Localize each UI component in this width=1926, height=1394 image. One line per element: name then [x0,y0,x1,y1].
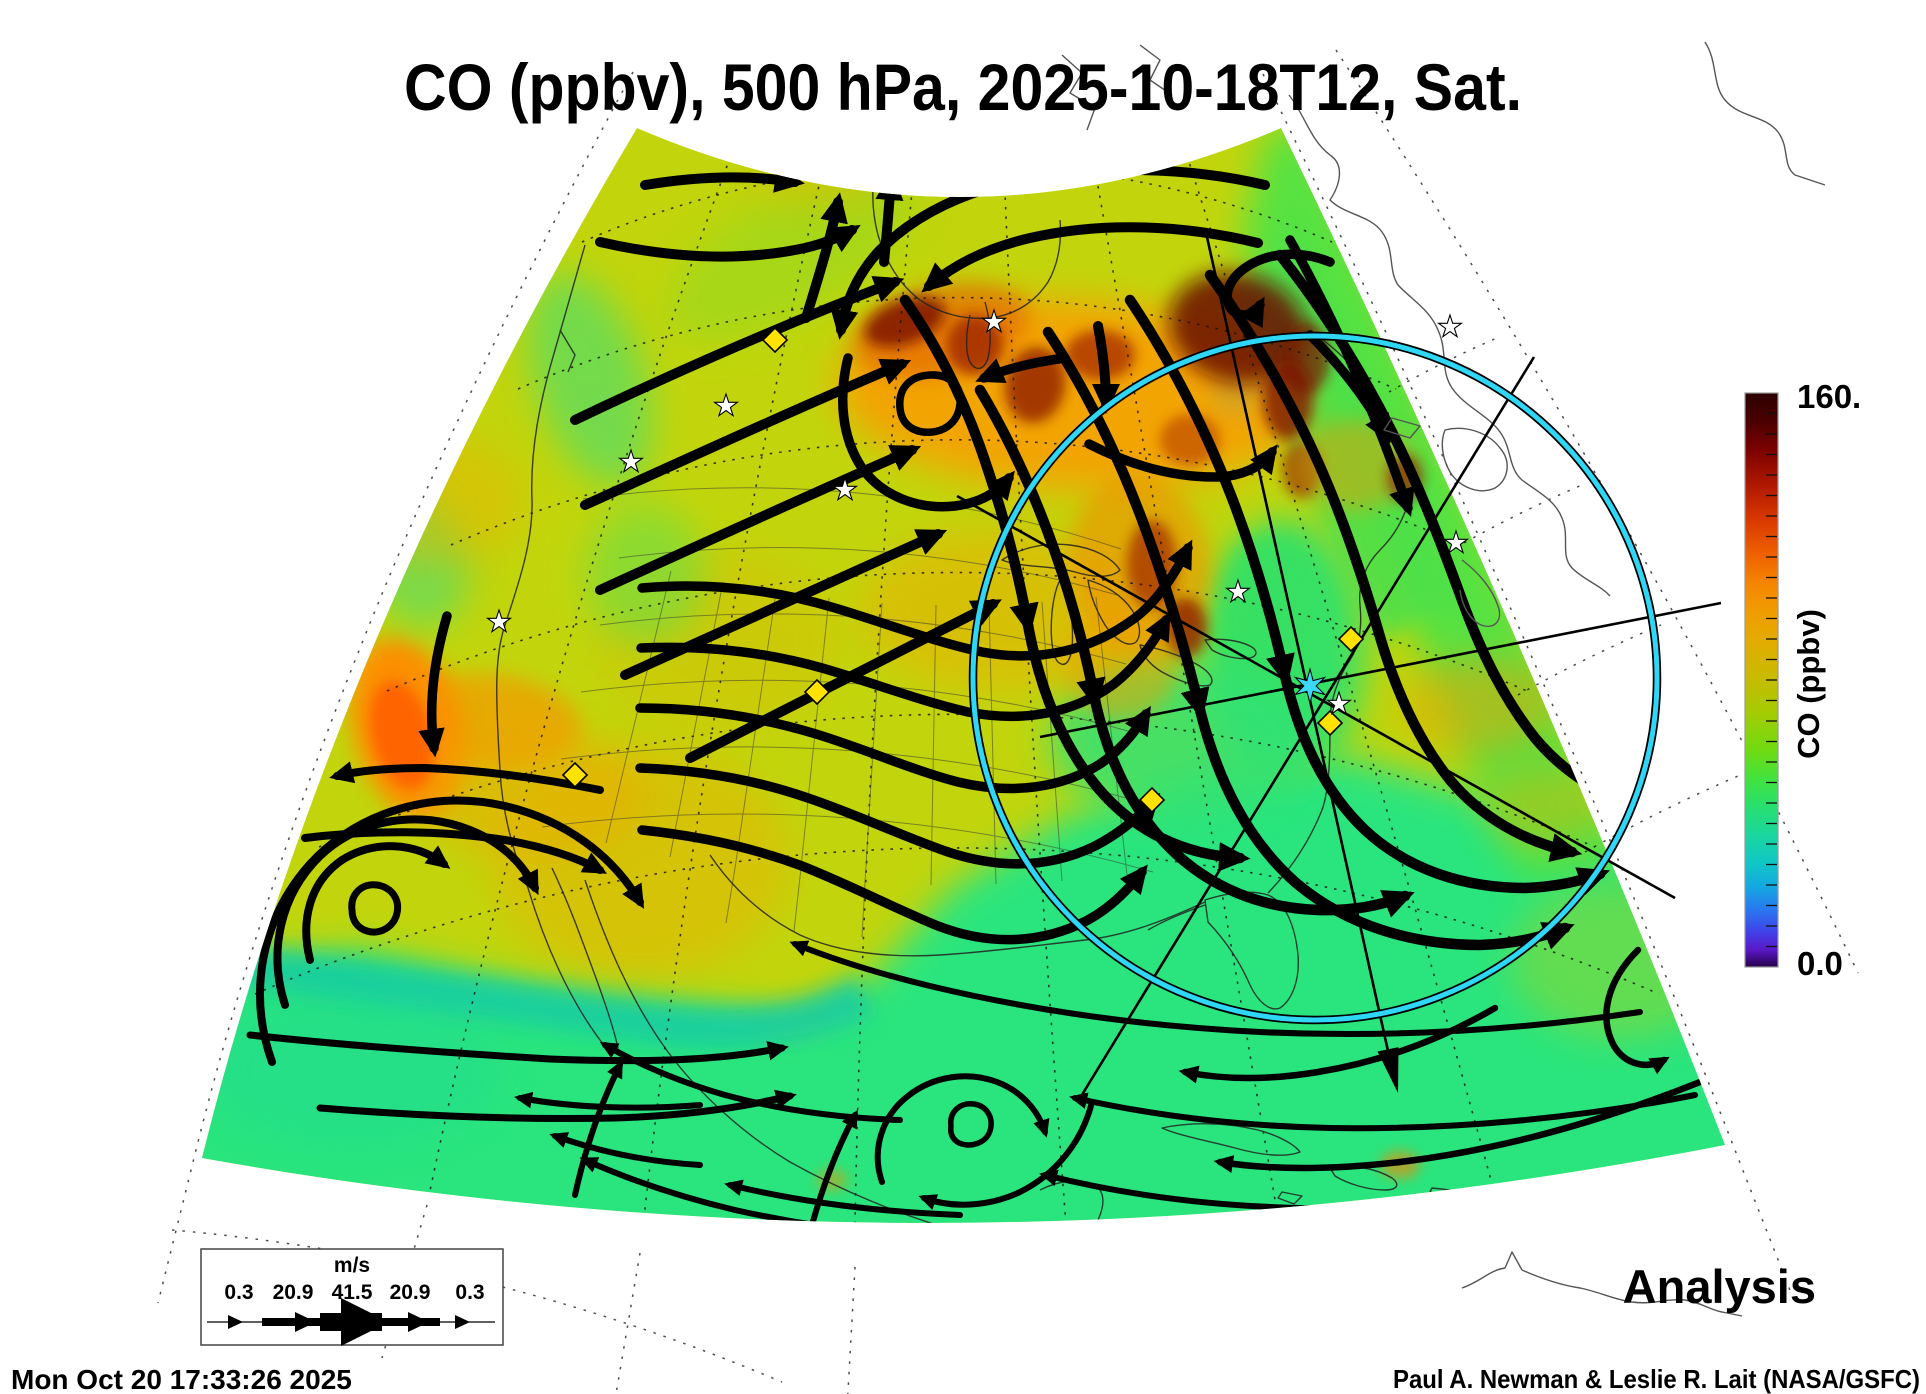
svg-text:41.5: 41.5 [332,1281,373,1304]
svg-text:Paul A. Newman & Leslie R. Lai: Paul A. Newman & Leslie R. Lait (NASA/GS… [1393,1364,1920,1394]
svg-text:20.9: 20.9 [390,1281,431,1304]
svg-text:160.: 160. [1797,378,1861,415]
svg-text:0.3: 0.3 [224,1281,253,1304]
svg-text:Analysis: Analysis [1623,1260,1816,1313]
svg-text:0.0: 0.0 [1797,945,1843,982]
svg-text:CO (ppbv), 500 hPa, 2025-10-18: CO (ppbv), 500 hPa, 2025-10-18T12, Sat. [404,50,1522,124]
svg-text:20.9: 20.9 [273,1281,314,1304]
svg-text:Mon Oct 20 17:33:26 2025: Mon Oct 20 17:33:26 2025 [11,1364,352,1394]
svg-text:0.3: 0.3 [455,1281,484,1304]
svg-text:CO (ppbv): CO (ppbv) [1791,609,1826,759]
svg-text:m/s: m/s [334,1254,370,1277]
